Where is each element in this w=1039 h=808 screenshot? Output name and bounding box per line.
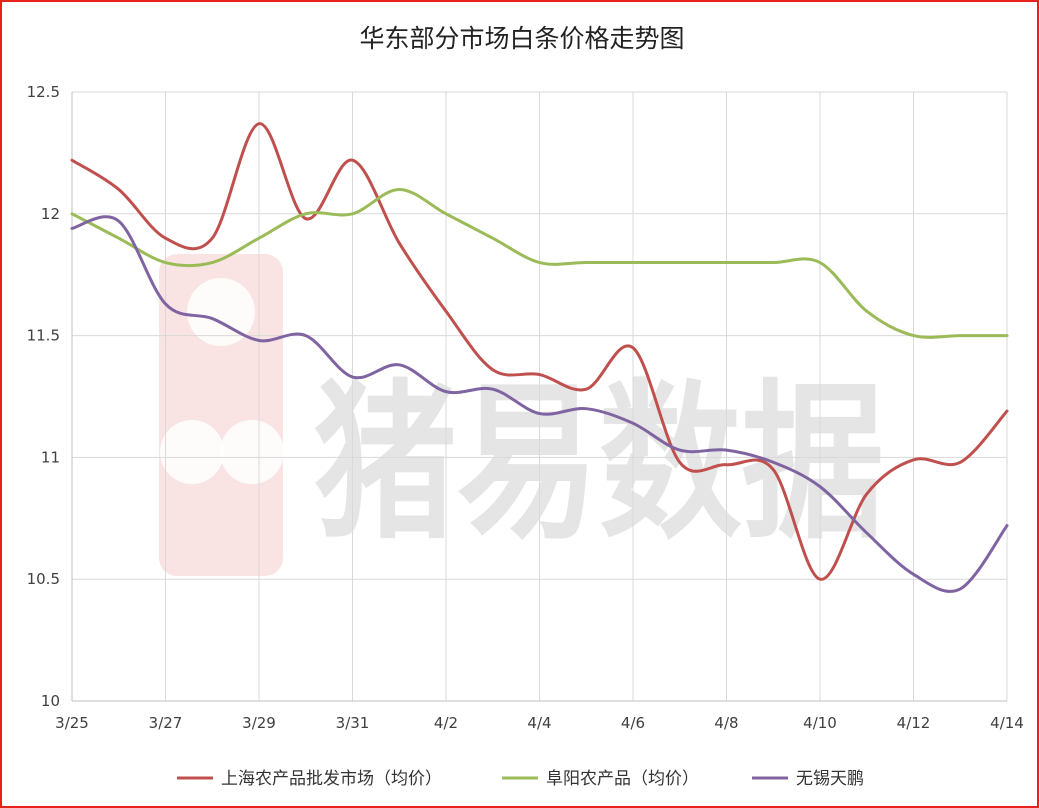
watermark-logo-circle <box>160 420 224 484</box>
x-tick-label: 3/27 <box>149 714 183 732</box>
y-tick-label: 10.5 <box>27 570 60 588</box>
legend-label-0: 上海农产品批发市场（均价） <box>221 769 442 789</box>
legend-label-2: 无锡天鹏 <box>796 769 864 789</box>
x-tick-label: 4/10 <box>803 714 837 732</box>
y-tick-label: 11.5 <box>27 327 60 345</box>
legend-label-1: 阜阳农产品（均价） <box>546 769 699 789</box>
x-tick-label: 4/2 <box>434 714 458 732</box>
x-tick-label: 4/8 <box>714 714 738 732</box>
y-tick-label: 10 <box>41 692 60 710</box>
x-tick-label: 4/14 <box>990 714 1024 732</box>
tick-labels: 10 10.5 11 11.5 12 12.5 3/25 3/27 3/29 3/31 4/2 4/4… <box>27 83 1024 732</box>
grid <box>71 91 1008 702</box>
watermark-logo-box <box>159 254 283 576</box>
x-tick-label: 3/29 <box>242 714 276 732</box>
watermark-logo-circle <box>220 420 284 484</box>
series-lines <box>70 122 1009 593</box>
watermark: 猪易数据 <box>159 254 884 576</box>
x-tick-label: 3/31 <box>336 714 370 732</box>
x-tick-label: 4/12 <box>897 714 931 732</box>
chart-title: 华东部分市场白条价格走势图 <box>359 24 684 53</box>
y-tick-label: 12 <box>41 205 60 223</box>
y-tick-label: 12.5 <box>27 83 60 101</box>
legend: 上海农产品批发市场（均价） 阜阳农产品（均价） 无锡天鹏 <box>177 769 864 789</box>
x-tick-label: 3/25 <box>55 714 89 732</box>
watermark-logo-circle <box>187 278 255 346</box>
watermark-text: 猪易数据 <box>314 365 884 563</box>
x-tick-label: 4/6 <box>621 714 645 732</box>
series-line-1 <box>70 187 1009 339</box>
series-line-2 <box>70 215 1009 593</box>
series-line-0 <box>70 122 1009 581</box>
y-tick-label: 11 <box>41 448 60 466</box>
x-tick-label: 4/4 <box>527 714 551 732</box>
